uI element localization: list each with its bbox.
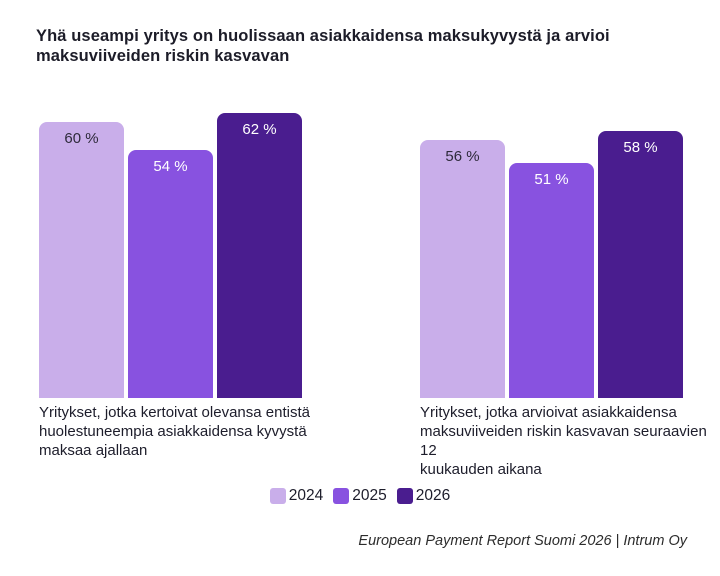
legend-label: 2025 — [352, 487, 387, 504]
bar-value-label: 54 % — [153, 158, 188, 175]
caption-line: huolestuneempia asiakkaidensa kyvystä — [39, 423, 307, 440]
bar-value-label: 60 % — [64, 130, 99, 147]
bar-value-label: 62 % — [242, 121, 277, 138]
caption-line: kuukauden aikana — [420, 461, 542, 478]
caption-risk-increase: Yritykset, jotka arvioivat asiakkaidensa… — [420, 403, 720, 479]
bar-2024: 60 % — [39, 122, 124, 398]
legend-swatch-2025 — [333, 488, 350, 504]
caption-concerned-companies: Yritykset, jotka kertoivat olevansa enti… — [39, 403, 310, 460]
legend-item-2026: 2026 — [396, 487, 451, 505]
caption-line: maksuviiveiden riskin kasvavan seuraavie… — [420, 423, 707, 459]
legend-label: 2026 — [415, 487, 451, 504]
chart-title-line-2: maksuviiveiden riskin kasvavan — [36, 47, 290, 65]
legend-swatch-2026 — [396, 488, 413, 504]
source-attribution: European Payment Report Suomi 2026 | Int… — [358, 533, 687, 549]
bar-value-label: 58 % — [623, 139, 658, 156]
caption-line: Yritykset, jotka kertoivat olevansa enti… — [39, 404, 310, 421]
bar-group-risk-increase: 56 % 51 % 58 % — [420, 108, 683, 398]
legend-item-2024: 2024 — [269, 487, 324, 505]
legend-label: 2024 — [288, 487, 324, 504]
chart-title: Yhä useampi yritys on huolissaan asiakka… — [36, 26, 610, 66]
bar-group-concerned-companies: 60 % 54 % 62 % — [39, 108, 302, 398]
bar-2026: 58 % — [598, 131, 683, 398]
caption-line: Yritykset, jotka arvioivat asiakkaidensa — [420, 404, 677, 421]
bar-2025: 54 % — [128, 150, 213, 398]
caption-line: maksaa ajallaan — [39, 442, 148, 459]
legend-swatch-2024 — [269, 488, 286, 504]
bar-value-label: 56 % — [445, 148, 480, 165]
bar-2024: 56 % — [420, 140, 505, 398]
legend: 2024 2025 2026 — [0, 487, 720, 505]
bar-2025: 51 % — [509, 163, 594, 398]
bar-2026: 62 % — [217, 113, 302, 398]
chart-title-line-1: Yhä useampi yritys on huolissaan asiakka… — [36, 27, 610, 45]
legend-item-2025: 2025 — [333, 487, 387, 505]
bar-value-label: 51 % — [534, 171, 569, 188]
